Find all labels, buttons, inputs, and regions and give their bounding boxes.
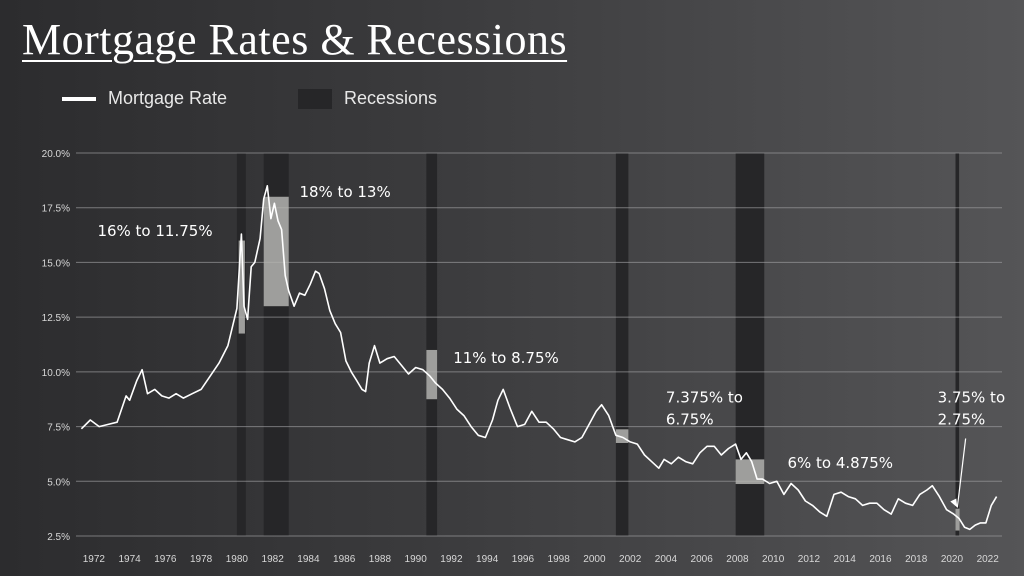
x-tick-label: 1982 (262, 554, 285, 565)
chart-title: Mortgage Rates & Recessions (22, 15, 568, 64)
legend-mortgage-rate: Mortgage Rate (62, 88, 227, 109)
x-tick-label: 2010 (762, 554, 785, 565)
rate-drop-highlight (735, 459, 765, 485)
annotation-label: 18% to 13% (299, 183, 390, 201)
annotation-label: 16% to 11.75% (97, 222, 212, 240)
y-tick-label: 7.5% (47, 423, 70, 434)
mortgage-rate-line (80, 185, 998, 531)
recession-band (615, 153, 629, 536)
annotation-label: 6% to 4.875% (787, 454, 893, 472)
recession-band (236, 153, 246, 536)
y-tick-label: 17.5% (42, 204, 70, 215)
x-tick-label: 1976 (154, 554, 177, 565)
y-tick-label: 5.0% (47, 477, 70, 488)
x-tick-label: 2016 (869, 554, 892, 565)
annotation-arrowhead (950, 498, 958, 508)
legend-box-label: Recessions (344, 88, 438, 108)
x-tick-label: 1998 (548, 554, 571, 565)
mortgage-rate-series (80, 185, 998, 531)
y-tick-label: 2.5% (47, 532, 70, 543)
rate-drop-highlight (426, 349, 438, 400)
x-tick-label: 2000 (583, 554, 606, 565)
legend-box-swatch (298, 88, 332, 109)
rate-drop-highlight (238, 240, 245, 334)
x-tick-label: 1980 (226, 554, 249, 565)
y-tick-label: 20.0% (42, 149, 70, 160)
x-tick-label: 1984 (297, 554, 320, 565)
rate-drop-highlights (238, 196, 960, 531)
recession-band (955, 153, 960, 536)
annotation-arrow (956, 438, 967, 508)
x-tick-label: 2008 (726, 554, 749, 565)
x-tick-label: 2012 (798, 554, 821, 565)
x-tick-label: 2022 (977, 554, 1000, 565)
x-tick-label: 1990 (405, 554, 428, 565)
annotation-label: 11% to 8.75% (453, 349, 559, 367)
y-tick-label: 15.0% (42, 258, 70, 269)
x-tick-label: 2020 (941, 554, 964, 565)
rate-drop-highlight (955, 508, 960, 531)
legend-line-label: Mortgage Rate (108, 88, 228, 108)
x-tick-label: 1978 (190, 554, 213, 565)
x-tick-label: 2018 (905, 554, 928, 565)
y-axis-ticks: 2.5% 5.0% 7.5% 10.0% 12.5% 15.0% 17.5% 20.0% (42, 149, 70, 543)
x-tick-label: 1974 (119, 554, 142, 565)
x-tick-label: 1986 (333, 554, 356, 565)
legend-recessions: Recessions (298, 88, 437, 109)
legend-line-swatch (62, 96, 96, 101)
x-tick-label: 1994 (476, 554, 499, 565)
x-tick-label: 1988 (369, 554, 392, 565)
annotation-label: 7.375% to 6.75% (666, 388, 743, 428)
x-tick-label: 1972 (83, 554, 106, 565)
recession-band (426, 153, 438, 536)
x-tick-label: 2014 (834, 554, 857, 565)
gridlines (76, 152, 1002, 537)
x-axis-ticks: 1972 1974 1976 1978 1980 1982 1984 1986 1988 1990… (83, 554, 1000, 565)
x-tick-label: 2004 (655, 554, 678, 565)
y-tick-label: 10.0% (42, 368, 70, 379)
y-tick-label: 12.5% (42, 313, 70, 324)
annotation-label: 3.75% to 2.75% (938, 388, 1005, 428)
x-tick-label: 2002 (619, 554, 642, 565)
x-tick-label: 2006 (691, 554, 714, 565)
x-tick-label: 1992 (440, 554, 463, 565)
annotations: 16% to 11.75% 18% to 13% 11% to 8.75% 7.375… (97, 183, 1005, 508)
recession-bands (236, 153, 960, 536)
x-tick-label: 1996 (512, 554, 535, 565)
